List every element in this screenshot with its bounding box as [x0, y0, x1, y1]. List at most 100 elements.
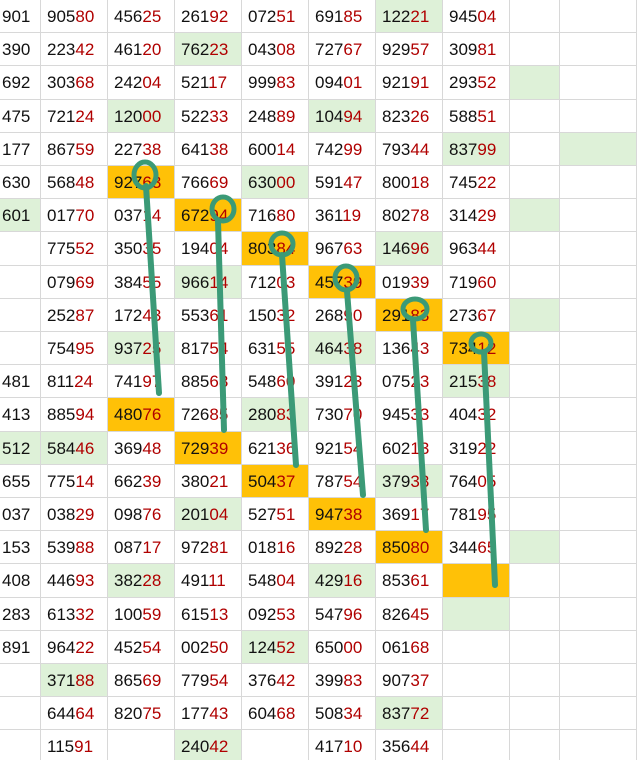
cell-digits-red: 00 [343, 637, 363, 657]
grid-cell-r21-c6: 83772 [376, 697, 443, 731]
cell-digits-red: 68 [410, 637, 430, 657]
cell-digits-red: 68 [75, 73, 95, 93]
grid-cell-r12-c9 [560, 398, 637, 432]
grid-cell-r4-c2: 22738 [108, 132, 175, 166]
grid-cell-r18-c0: 283 [0, 597, 41, 631]
cell-digits-red: 12 [477, 339, 497, 358]
cell-digits-black: 371 [47, 671, 76, 690]
cell-digits-red: 68 [276, 704, 296, 724]
cell-digits-black: 793 [382, 139, 411, 159]
cell-digits-red: 13 [410, 438, 430, 458]
cell-digits-red: 81 [209, 538, 229, 558]
cell-digits-red: 04 [209, 505, 229, 524]
cell-digits-red: 38 [343, 339, 363, 358]
cell-digits-black: 865 [114, 671, 143, 690]
cell-digits-red: 85 [343, 7, 363, 26]
cell-digits-red: 94 [343, 106, 363, 126]
cell-digits-black: 452 [114, 637, 143, 657]
cell-digits-black: 745 [449, 173, 478, 192]
grid-cell-r20-c3: 77954 [175, 664, 242, 698]
grid-cell-r12-c6: 94533 [376, 398, 443, 432]
cell-digits-black: 361 [315, 206, 343, 226]
grid-cell-r15-c8 [510, 498, 560, 532]
cell-digits-black: 512 [2, 438, 31, 458]
grid-cell-r8-c3: 96614 [175, 265, 242, 299]
cell-digits-red: 83 [276, 73, 296, 93]
cell-digits-black: 408 [2, 571, 31, 591]
cell-digits-black: 457 [315, 272, 344, 292]
grid-cell-r22-c2 [108, 730, 175, 760]
grid-cell-r8-c8 [510, 265, 560, 299]
cell-digits-black: 963 [449, 239, 478, 259]
cell-digits-red: 65 [477, 538, 497, 558]
cell-digits-black: 120 [114, 106, 143, 126]
cell-digits-black: 885 [47, 405, 76, 425]
grid-cell-r13-c9 [560, 431, 637, 465]
cell-digits-black: 291 [382, 305, 411, 325]
grid-cell-r6-c6: 80278 [376, 199, 443, 233]
cell-digits-red: 43 [142, 305, 162, 325]
cell-digits-red: 34 [343, 704, 363, 724]
grid-cell-r7-c8 [510, 232, 560, 266]
grid-cell-r15-c7: 78195 [443, 498, 510, 532]
cell-digits-red: 63 [142, 173, 162, 192]
cell-digits-red: 54 [343, 471, 363, 491]
cell-digits-red: 63 [343, 239, 363, 259]
grid-cell-r19-c3: 00250 [175, 630, 242, 664]
grid-cell-r18-c9 [560, 597, 637, 631]
grid-cell-r2-c5: 09401 [309, 66, 376, 100]
cell-digits-black: 344 [449, 538, 478, 558]
grid-cell-r5-c1: 56848 [41, 166, 108, 200]
cell-digits-red: 00 [142, 106, 162, 126]
cell-digits-red: 25 [142, 339, 162, 358]
cell-digits-black: 721 [47, 106, 76, 126]
cell-digits-black: 539 [47, 538, 76, 558]
cell-digits-red: 48 [142, 438, 162, 458]
cell-digits-black: 072 [248, 7, 277, 26]
cell-digits-red: 10 [343, 737, 363, 757]
cell-digits-black: 823 [382, 106, 411, 126]
grid-cell-r2-c8 [510, 66, 560, 100]
cell-digits-red: 04 [142, 73, 162, 93]
grid-cell-r13-c4: 62136 [242, 431, 309, 465]
grid-cell-r18-c4: 09253 [242, 597, 309, 631]
grid-cell-r7-c5: 96763 [309, 232, 376, 266]
cell-digits-red: 44 [477, 239, 497, 259]
cell-digits-black: 380 [181, 471, 210, 491]
cell-digits-black: 937 [114, 339, 143, 358]
grid-cell-r15-c1: 03829 [41, 498, 108, 532]
cell-digits-red: 69 [142, 671, 162, 690]
cell-digits-red: 53 [276, 604, 296, 624]
cell-digits-red: 84 [276, 239, 296, 259]
cell-digits-black: 043 [248, 40, 277, 60]
cell-digits-black: 781 [449, 505, 478, 524]
grid-cell-r4-c7: 83799 [443, 132, 510, 166]
grid-cell-r1-c7: 30981 [443, 33, 510, 67]
cell-digits-red: 24 [75, 106, 95, 126]
grid-cell-r10-c8 [510, 332, 560, 366]
grid-cell-r18-c6: 82645 [376, 597, 443, 631]
cell-digits-red: 23 [343, 372, 363, 392]
cell-digits-black: 319 [449, 438, 478, 458]
grid-cell-r17-c4: 54804 [242, 564, 309, 598]
cell-digits-red: 00 [276, 173, 296, 192]
cell-digits-black: 775 [47, 471, 76, 491]
cell-digits-black: 075 [382, 372, 411, 392]
grid-cell-r1-c9 [560, 33, 637, 67]
cell-digits-red: 92 [209, 7, 229, 26]
cell-digits-red: 36 [276, 438, 296, 458]
grid-cell-r0-c1: 90580 [41, 0, 108, 34]
grid-cell-r9-c1: 25287 [41, 298, 108, 332]
cell-digits-black: 215 [449, 372, 478, 392]
cell-digits-red: 42 [209, 737, 229, 757]
grid-cell-r0-c3: 26192 [175, 0, 242, 34]
cell-digits-black: 787 [315, 471, 344, 491]
cell-digits-red: 81 [477, 40, 497, 60]
cell-digits-red: 52 [477, 73, 497, 93]
grid-cell-r17-c3: 49111 [175, 564, 242, 598]
grid-cell-r20-c8 [510, 664, 560, 698]
grid-cell-r10-c4: 63155 [242, 332, 309, 366]
grid-cell-r2-c3: 52117 [175, 66, 242, 100]
cell-digits-black: 252 [47, 305, 76, 325]
grid-cell-r5-c0: 630 [0, 166, 41, 200]
